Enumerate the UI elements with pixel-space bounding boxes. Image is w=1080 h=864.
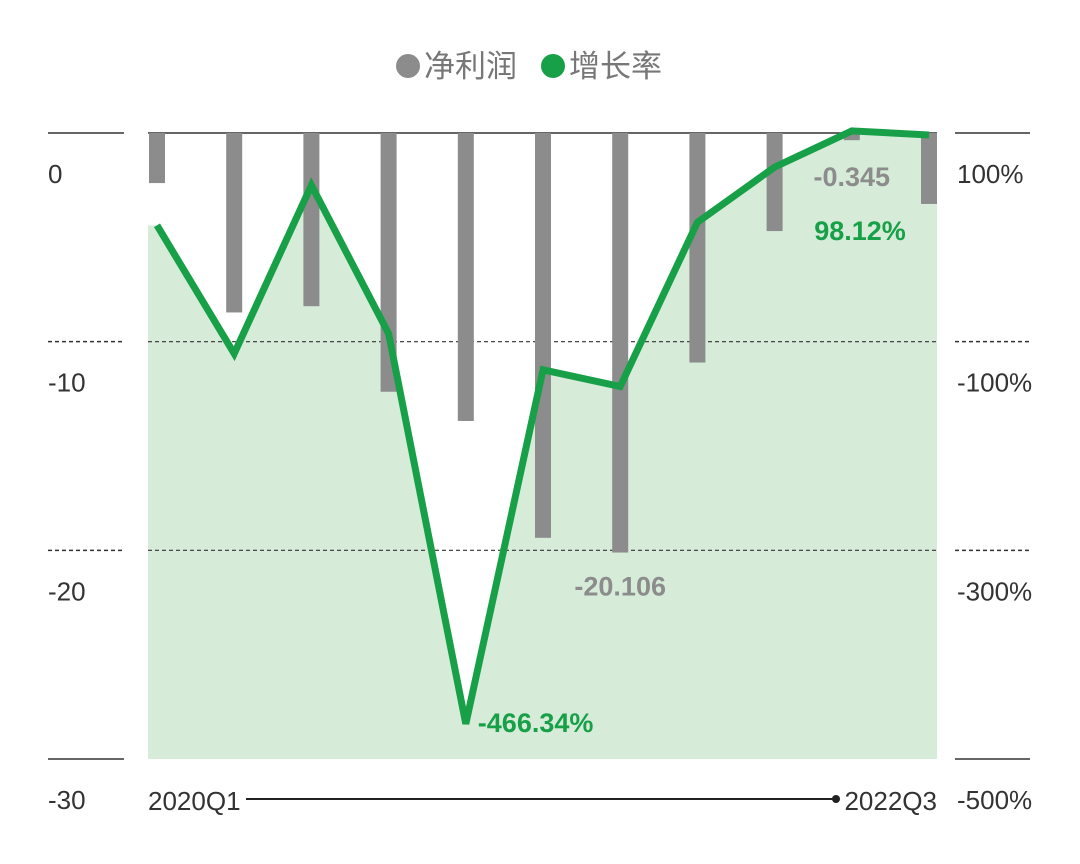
bar xyxy=(612,133,629,553)
y2-tick-label: -100% xyxy=(957,368,1032,398)
x-tick-label: 2022Q3 xyxy=(844,786,937,816)
bar xyxy=(843,133,860,141)
bar xyxy=(535,133,551,538)
y-tick-label: -10 xyxy=(48,368,86,398)
bar xyxy=(689,133,706,363)
bar xyxy=(766,133,783,232)
data-label: -0.345 xyxy=(814,162,891,192)
y-tick-label: -20 xyxy=(48,576,86,606)
legend-label: 增长率 xyxy=(569,49,662,84)
x-tick-label: 2020Q1 xyxy=(148,786,241,816)
legend-marker xyxy=(541,54,565,78)
y2-tick-label: -300% xyxy=(957,576,1032,606)
legend-marker xyxy=(396,54,420,78)
legend-label: 净利润 xyxy=(424,49,517,84)
y2-tick-label: -500% xyxy=(957,785,1032,815)
bar xyxy=(921,133,937,204)
bar xyxy=(226,133,243,313)
y2-tick-label: 100% xyxy=(957,159,1024,189)
y-tick-label: 0 xyxy=(48,159,62,189)
bar xyxy=(457,133,474,421)
data-label: -20.106 xyxy=(574,572,666,602)
data-label: -466.34% xyxy=(478,708,594,738)
data-label: 98.12% xyxy=(814,216,906,246)
line xyxy=(154,127,930,725)
bar xyxy=(149,133,165,184)
y-tick-label: -30 xyxy=(48,785,86,815)
legend: 净利润 增长率 xyxy=(396,49,662,84)
timeline-end xyxy=(832,795,840,803)
bar xyxy=(303,133,320,307)
